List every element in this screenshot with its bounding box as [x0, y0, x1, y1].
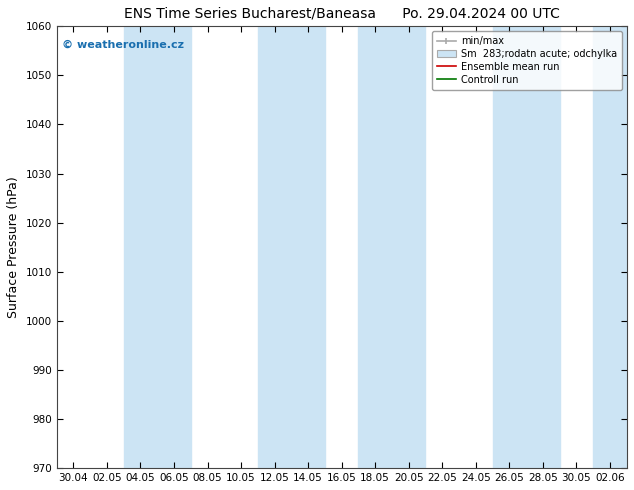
Title: ENS Time Series Bucharest/Baneasa      Po. 29.04.2024 00 UTC: ENS Time Series Bucharest/Baneasa Po. 29…: [124, 7, 560, 21]
Bar: [292, 26, 325, 468]
Bar: [392, 26, 425, 468]
Bar: [258, 26, 292, 468]
Bar: [493, 26, 526, 468]
Bar: [124, 26, 157, 468]
Bar: [593, 26, 626, 468]
Legend: min/max, Sm  283;rodatn acute; odchylka, Ensemble mean run, Controll run: min/max, Sm 283;rodatn acute; odchylka, …: [432, 31, 622, 90]
Text: © weatheronline.cz: © weatheronline.cz: [62, 40, 184, 49]
Bar: [526, 26, 560, 468]
Bar: [157, 26, 191, 468]
Bar: [358, 26, 392, 468]
Y-axis label: Surface Pressure (hPa): Surface Pressure (hPa): [7, 176, 20, 318]
